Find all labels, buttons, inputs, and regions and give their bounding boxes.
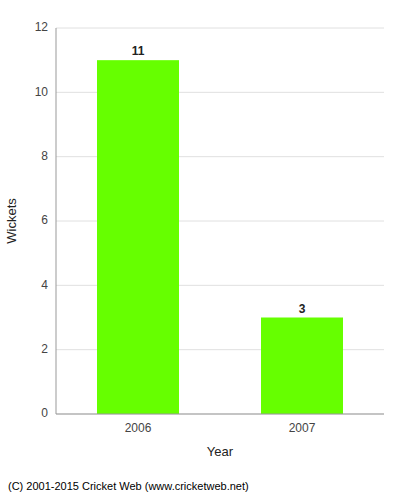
- x-tick-label: 2007: [289, 421, 316, 435]
- x-tick-label: 2006: [125, 421, 152, 435]
- bar: [97, 60, 179, 414]
- y-tick-label: 2: [41, 342, 48, 356]
- bars: [97, 60, 343, 414]
- y-tick-label: 6: [41, 213, 48, 227]
- x-axis-label: Year: [207, 444, 234, 459]
- y-tick-label: 0: [41, 406, 48, 420]
- grid: [56, 28, 384, 414]
- y-tick-label: 10: [35, 85, 49, 99]
- page: {"chart_data": {"type": "bar", "categori…: [0, 0, 400, 500]
- y-tick-label: 12: [35, 20, 49, 34]
- chart-container: 0 2 4 6 8 10 12 11 3 2006 2007 Year Wickets (C) 2001-…: [0, 0, 400, 500]
- data-label: 3: [299, 302, 306, 316]
- chart-svg: 0 2 4 6 8 10 12 11 3 2006 2007 Year Wickets (C) 2001-…: [0, 0, 400, 500]
- y-axis-line: [56, 28, 57, 414]
- footer-text: (C) 2001-2015 Cricket Web (www.cricketwe…: [8, 480, 249, 492]
- data-label: 11: [132, 44, 145, 58]
- y-axis-label: Wickets: [4, 198, 19, 244]
- x-axis-line: [56, 414, 384, 415]
- grid-line: [56, 28, 384, 29]
- grid-line: [56, 414, 384, 415]
- bar: [261, 318, 343, 415]
- y-tick-label: 8: [41, 149, 48, 163]
- y-tick-label: 4: [41, 278, 48, 292]
